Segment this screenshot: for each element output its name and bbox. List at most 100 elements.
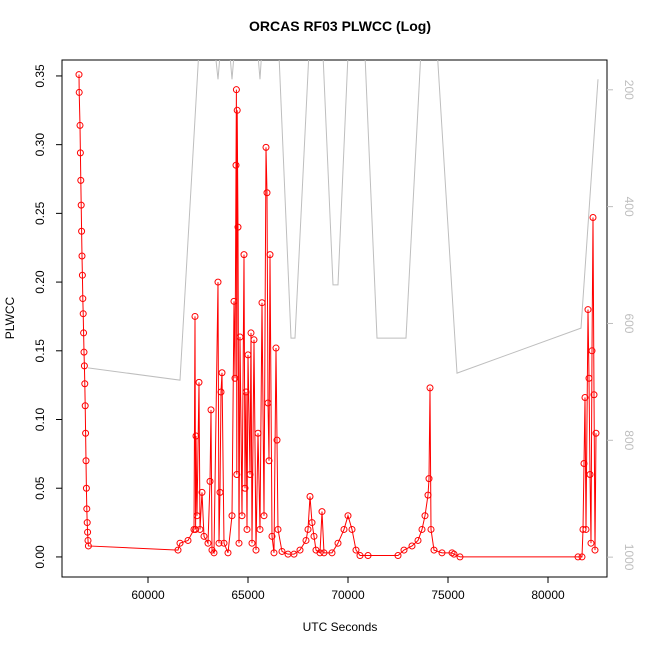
data-point: [238, 512, 246, 520]
data-point: [426, 384, 434, 392]
data-point: [232, 161, 240, 169]
data-point: [290, 550, 298, 558]
data-point: [448, 549, 456, 557]
data-point: [582, 525, 590, 533]
data-point: [274, 525, 282, 533]
data-point: [215, 539, 223, 547]
data-point: [334, 539, 342, 547]
data-point: [252, 546, 260, 554]
data-point: [302, 536, 310, 544]
data-point: [75, 71, 83, 79]
data-point: [589, 213, 597, 221]
x-tick-label: 60000: [131, 588, 165, 602]
data-point: [204, 539, 212, 547]
y2-tick-label: 400: [622, 197, 636, 217]
data-point: [214, 278, 222, 286]
data-point: [82, 484, 90, 492]
data-point: [198, 488, 206, 496]
data-point: [83, 519, 91, 527]
data-point: [574, 553, 582, 561]
series-line: [78, 74, 597, 558]
data-point: [77, 201, 85, 209]
data-point: [348, 525, 356, 533]
y-tick-label: 0.15: [33, 339, 47, 363]
series-line: [87, 60, 599, 381]
data-point: [591, 546, 599, 554]
data-point: [235, 539, 243, 547]
data-point: [356, 552, 364, 560]
data-point: [246, 470, 254, 478]
data-point: [270, 549, 278, 557]
data-point: [236, 333, 244, 341]
data-point: [262, 143, 270, 151]
y2-tick-label: 800: [622, 430, 636, 450]
data-point: [316, 549, 324, 557]
y-tick-label: 0.35: [33, 64, 47, 88]
data-point: [79, 295, 87, 303]
data-point: [232, 86, 240, 94]
data-point: [450, 550, 458, 558]
y2-tick-label: 600: [622, 313, 636, 333]
y2-tick-label: 1000: [622, 544, 636, 571]
data-point: [456, 553, 464, 561]
data-point: [81, 402, 89, 410]
data-point: [258, 299, 266, 307]
data-point: [192, 525, 200, 533]
data-point: [579, 525, 587, 533]
data-point: [586, 470, 594, 478]
data-point: [84, 528, 92, 536]
data-point: [207, 406, 215, 414]
data-point: [80, 329, 88, 337]
data-point: [340, 525, 348, 533]
data-point: [418, 525, 426, 533]
data-point: [206, 477, 214, 485]
data-point: [581, 394, 589, 402]
data-point: [400, 546, 408, 554]
data-point: [80, 362, 88, 370]
data-point: [592, 429, 600, 437]
data-point: [75, 88, 83, 96]
y-tick-label: 0.30: [33, 133, 47, 157]
data-point: [243, 525, 251, 533]
data-point: [247, 329, 255, 337]
data-point: [268, 532, 276, 540]
data-point: [308, 519, 316, 527]
data-point: [578, 553, 586, 561]
data-point: [78, 271, 86, 279]
data-point: [254, 429, 262, 437]
data-point: [352, 546, 360, 554]
y2-tick-label: 200: [622, 80, 636, 100]
data-point: [264, 399, 272, 407]
data-point: [242, 388, 250, 396]
y-tick-label: 0.25: [33, 201, 47, 225]
x-tick-label: 65000: [231, 588, 265, 602]
data-point: [82, 429, 90, 437]
data-point: [248, 539, 256, 547]
data-point: [394, 552, 402, 560]
y-tick-label: 0.20: [33, 270, 47, 294]
data-point: [78, 252, 86, 260]
data-point: [233, 106, 241, 114]
plot-area: [75, 60, 600, 561]
plot-frame: [61, 59, 608, 578]
data-point: [218, 369, 226, 377]
data-point: [344, 512, 352, 520]
data-point: [438, 549, 446, 557]
data-point: [425, 475, 433, 483]
data-point: [320, 549, 328, 557]
data-point: [81, 380, 89, 388]
data-point: [364, 552, 372, 560]
data-point: [306, 492, 314, 500]
data-point: [174, 546, 182, 554]
x-tick-label: 70000: [331, 588, 365, 602]
data-point: [176, 539, 184, 547]
data-point: [76, 121, 84, 129]
data-point: [184, 536, 192, 544]
data-point: [585, 374, 593, 382]
data-point: [80, 348, 88, 356]
data-point: [224, 549, 232, 557]
data-point: [263, 189, 271, 197]
data-point: [76, 149, 84, 157]
data-point: [233, 470, 241, 478]
data-point: [79, 310, 87, 318]
